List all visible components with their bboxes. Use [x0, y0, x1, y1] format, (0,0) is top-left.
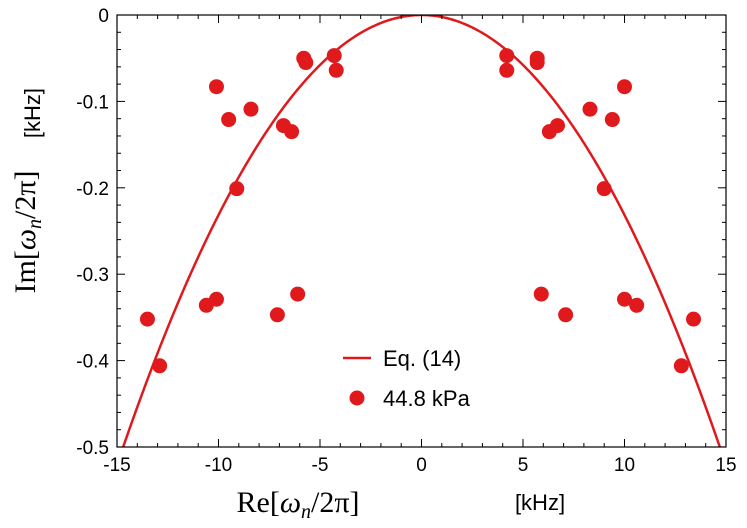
- data-point: [328, 62, 344, 78]
- series-line-eq14: [121, 15, 722, 447]
- y-axis-label: Im[ωn/2π]: [9, 171, 46, 294]
- axis-ticks: -15 -10 -5 0 5 10 15 0 -0.1 -0.2 -0.3 -0.4 -0.5: [76, 6, 736, 476]
- data-point: [582, 101, 598, 117]
- data-point: [617, 291, 632, 307]
- data-point: [221, 112, 237, 128]
- data-point: [139, 311, 155, 327]
- legend: Eq. (14) 44.8 kPa: [343, 346, 471, 411]
- x-tick-label: 15: [715, 455, 736, 476]
- data-point: [499, 62, 515, 78]
- y-axis-unit: [kHz]: [20, 88, 45, 138]
- data-point: [529, 55, 545, 71]
- data-point: [596, 181, 612, 197]
- data-point: [208, 79, 224, 95]
- y-tick-label: -0.3: [76, 265, 109, 286]
- plot-area: [121, 15, 722, 447]
- data-point: [604, 112, 620, 128]
- y-tick-label: -0.1: [76, 92, 109, 113]
- data-point: [298, 55, 314, 71]
- data-point: [284, 124, 300, 140]
- data-point: [673, 358, 689, 374]
- data-point: [326, 48, 342, 64]
- legend-label-points: 44.8 kPa: [383, 386, 471, 411]
- data-point: [533, 286, 549, 302]
- x-tick-label: -15: [103, 455, 130, 476]
- plot-frame: [116, 14, 727, 448]
- data-point: [290, 286, 306, 302]
- x-axis-label: Re[ωn/2π]: [237, 486, 360, 523]
- data-point: [550, 118, 566, 134]
- x-axis-unit: [kHz]: [515, 490, 565, 515]
- data-point: [243, 101, 259, 117]
- legend-label-line: Eq. (14): [383, 346, 461, 371]
- x-tick-label: 0: [416, 455, 427, 476]
- legend-marker-swatch: [349, 390, 365, 406]
- data-point: [229, 181, 245, 197]
- y-tick-label: -0.2: [76, 179, 109, 200]
- data-point: [499, 48, 515, 64]
- x-tick-label: 5: [518, 455, 529, 476]
- data-point: [208, 291, 224, 307]
- data-point: [686, 311, 702, 327]
- y-tick-label: -0.5: [76, 438, 109, 459]
- x-tick-label: -5: [312, 455, 329, 476]
- x-tick-label: 10: [614, 455, 635, 476]
- data-point: [152, 358, 168, 374]
- x-tick-label: -10: [205, 455, 232, 476]
- data-point: [269, 307, 285, 323]
- data-point: [617, 79, 632, 95]
- y-tick-label: 0: [98, 6, 109, 27]
- data-point: [558, 307, 574, 323]
- y-tick-label: -0.4: [76, 352, 109, 373]
- data-point: [629, 297, 645, 313]
